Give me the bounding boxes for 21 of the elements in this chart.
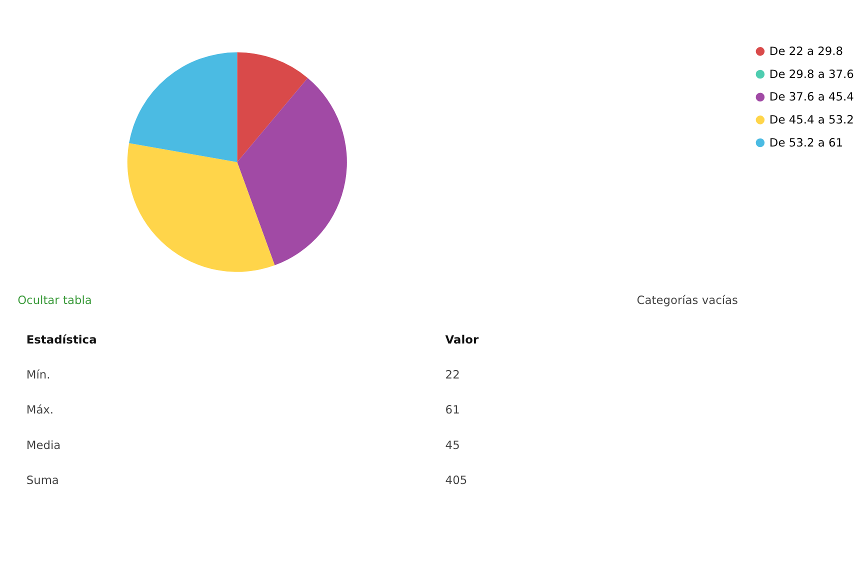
legend-label: De 22 a 29.8 [769, 44, 843, 58]
text: 22 [445, 368, 460, 382]
text: Valor [445, 332, 479, 346]
text: Media [26, 438, 61, 452]
pie-slice [237, 52, 308, 162]
text: Suma [26, 473, 59, 488]
legend-label: De 53.2 a 61 [769, 135, 843, 150]
text: Estadística [26, 332, 97, 346]
text: 405 [445, 473, 468, 488]
text: 45 [445, 438, 460, 452]
legend-label: De 45.4 a 53.2 [769, 112, 854, 126]
text: Categorías vacías [636, 292, 738, 307]
text: Ocultar tabla [18, 292, 92, 307]
legend-label: De 29.8 a 37.6 [769, 66, 854, 81]
text: Mín. [26, 368, 50, 382]
text: 61 [445, 402, 460, 417]
pie-slice [128, 143, 275, 272]
legend-label: De 37.6 a 45.4 [769, 90, 854, 104]
text: Máx. [26, 402, 54, 417]
pie-slice [237, 78, 347, 266]
pie-slice [129, 52, 238, 162]
